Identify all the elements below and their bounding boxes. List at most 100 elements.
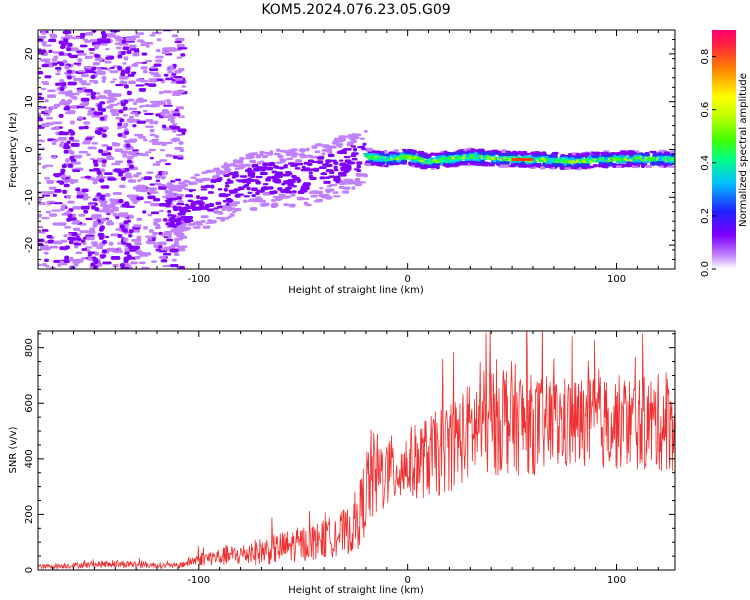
colorbar-label: Normalized spectral amplitude <box>738 73 749 227</box>
heatmap-cell <box>71 139 80 142</box>
heatmap-cell <box>325 176 331 179</box>
heatmap-cell <box>177 128 187 133</box>
heatmap-cell <box>101 152 112 156</box>
heatmap-cell <box>45 191 55 195</box>
heatmap-cell <box>453 163 458 167</box>
heatmap-cell <box>89 39 98 43</box>
heatmap-cell <box>122 153 128 158</box>
heatmap-cell <box>72 162 78 165</box>
heatmap-cell <box>59 78 65 83</box>
heatmap-cell <box>229 163 236 167</box>
heatmap-cell <box>85 217 93 221</box>
heatmap-cell <box>151 138 160 142</box>
heatmap-cell <box>131 229 141 233</box>
heatmap-cell <box>247 167 252 171</box>
heatmap-cell <box>289 164 298 167</box>
heatmap-cell <box>143 201 152 204</box>
heatmap-cell <box>163 141 173 145</box>
heatmap-cell <box>75 251 83 255</box>
heatmap-cell <box>132 124 137 128</box>
heatmap-cell <box>143 176 153 181</box>
heatmap-cell <box>125 172 132 176</box>
heatmap-cell <box>247 191 253 194</box>
heatmap-cell <box>123 99 129 104</box>
heatmap-cell <box>319 186 324 190</box>
heatmap-cell <box>134 255 141 260</box>
heatmap-cell <box>38 231 46 234</box>
heatmap-cell <box>286 157 294 161</box>
heatmap-cell <box>115 84 124 87</box>
heatmap-cell <box>38 35 47 39</box>
heatmap-cell <box>591 154 600 158</box>
heatmap-cell <box>225 164 231 168</box>
heatmap-cell <box>223 173 230 178</box>
heatmap-cell <box>110 255 121 260</box>
heatmap-cell <box>434 152 439 157</box>
heatmap-cell <box>173 241 180 246</box>
heatmap-cell <box>96 38 105 43</box>
heatmap-cell <box>308 171 313 175</box>
heatmap-cell <box>73 62 82 65</box>
heatmap-cell <box>196 200 204 203</box>
heatmap-cell <box>463 148 468 152</box>
heatmap-cell <box>217 210 224 215</box>
heatmap-cell <box>76 87 85 90</box>
heatmap-cell <box>149 157 155 160</box>
heatmap-cell <box>176 81 186 84</box>
heatmap-cell <box>81 248 88 251</box>
heatmap-cell <box>342 171 348 174</box>
heatmap-cell <box>45 122 54 126</box>
heatmap-cell <box>325 164 333 167</box>
heatmap-cell <box>354 133 362 137</box>
heatmap-cell <box>51 58 58 62</box>
heatmap-cell <box>290 153 298 158</box>
heatmap-cell <box>366 147 374 152</box>
heatmap-cell <box>67 99 73 104</box>
heatmap-cell <box>123 175 133 179</box>
heatmap-cell <box>294 167 301 170</box>
heatmap-cell <box>174 108 179 112</box>
heatmap-cell <box>204 203 211 208</box>
colorbar-tick-label: 0.6 <box>700 102 711 118</box>
y-tick-label: 200 <box>24 505 35 524</box>
heatmap-cell <box>101 79 106 83</box>
heatmap-cell <box>49 106 58 110</box>
heatmap-cell <box>243 195 250 198</box>
heatmap-cell <box>175 133 183 137</box>
heatmap-cell <box>172 155 178 159</box>
heatmap-cell <box>190 176 197 179</box>
heatmap-cell <box>38 117 44 122</box>
heatmap-cell <box>136 196 144 201</box>
heatmap-cell <box>72 240 80 244</box>
heatmap-cell <box>255 175 263 179</box>
heatmap-cell <box>135 61 143 64</box>
heatmap-cell <box>200 185 209 189</box>
heatmap-cell <box>90 214 96 219</box>
heatmap-cell <box>77 116 84 120</box>
heatmap-cell <box>279 158 288 161</box>
heatmap-cell <box>643 160 650 164</box>
heatmap-cell <box>73 245 79 249</box>
heatmap-cell <box>109 109 120 114</box>
heatmap-cell <box>278 195 285 199</box>
heatmap-cell <box>600 151 609 156</box>
heatmap-cell <box>64 30 70 35</box>
heatmap-cell <box>243 179 248 182</box>
heatmap-cell <box>72 154 83 158</box>
heatmap-cell <box>149 128 155 133</box>
heatmap-cell <box>130 261 138 265</box>
heatmap-cell <box>533 162 542 165</box>
heatmap-cell <box>229 189 237 194</box>
heatmap-cell <box>338 186 345 190</box>
heatmap-cell <box>201 177 210 182</box>
heatmap-cell <box>174 90 185 93</box>
heatmap-cell <box>171 34 179 38</box>
heatmap-cell <box>119 80 125 85</box>
heatmap-cell <box>142 109 148 113</box>
heatmap-cell <box>492 160 497 163</box>
heatmap-cell <box>343 186 351 190</box>
heatmap-cell <box>333 168 339 172</box>
heatmap-cell <box>645 164 653 168</box>
heatmap-cell <box>170 75 175 78</box>
heatmap-cell <box>67 69 73 74</box>
